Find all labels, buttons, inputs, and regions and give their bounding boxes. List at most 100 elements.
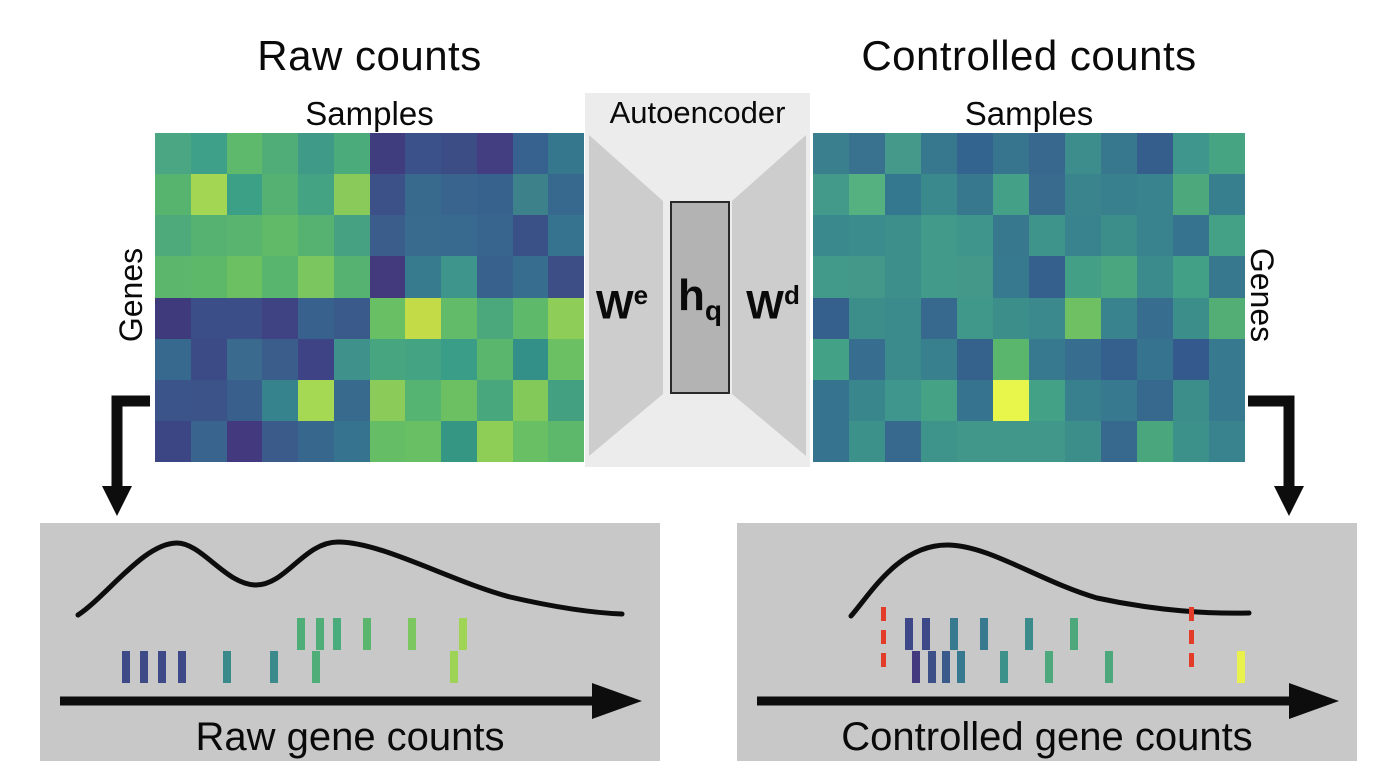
- heatmap-cell: [813, 379, 849, 421]
- heatmap-cell: [1065, 256, 1101, 298]
- heatmap-cell: [155, 379, 191, 421]
- heatmap-cell: [1029, 297, 1065, 339]
- heatmap-cell: [957, 379, 993, 421]
- encoder-trapezoid-shape: [589, 135, 663, 456]
- gene-count-tick: [942, 651, 950, 683]
- heatmap-cell: [369, 215, 406, 257]
- latent-label: hq: [671, 273, 729, 334]
- decoder-trapezoid-shape: [732, 135, 806, 456]
- controlled-axis-arrowhead: [1289, 683, 1339, 719]
- heatmap-cell: [1209, 420, 1245, 462]
- heatmap-cell: [813, 133, 849, 175]
- heatmap-cell: [369, 174, 406, 216]
- controlled-lower-ticks-layer: [737, 523, 1357, 761]
- heatmap-cell: [1137, 174, 1173, 216]
- heatmap-cell: [849, 256, 885, 298]
- heatmap-cell: [298, 174, 334, 216]
- heatmap-cell: [190, 379, 227, 421]
- heatmap-cell: [1209, 379, 1245, 421]
- gene-count-tick: [1045, 651, 1053, 683]
- heatmap-cell: [1029, 379, 1065, 421]
- heatmap-cell: [226, 297, 263, 339]
- gene-count-tick: [957, 651, 965, 683]
- gene-count-tick: [905, 618, 913, 650]
- heatmap-cell: [369, 420, 406, 462]
- heatmap-cell: [155, 215, 191, 257]
- heatmap-cell: [441, 420, 477, 462]
- controlled-heatmap-to-distribution-arrow: [1248, 395, 1304, 516]
- gene-count-tick: [912, 651, 920, 683]
- gene-count-tick: [158, 651, 166, 683]
- heatmap-cell: [512, 256, 549, 298]
- controlled-counts-heatmap: [813, 133, 1245, 462]
- heatmap-cell: [512, 174, 549, 216]
- heatmap-cell: [1209, 133, 1245, 175]
- encoder-weights-label: We: [587, 273, 657, 327]
- gene-count-tick: [980, 618, 988, 650]
- raw-axis-arrowhead: [592, 683, 642, 719]
- heatmap-cell: [226, 174, 263, 216]
- decoder-weights-sup: d: [783, 280, 800, 310]
- heatmap-cell: [441, 338, 477, 380]
- heatmap-cell: [226, 420, 263, 462]
- heatmap-cell: [405, 338, 441, 380]
- decoder-weights-base: W: [746, 283, 784, 328]
- heatmap-cell: [885, 420, 921, 462]
- heatmap-cell: [369, 133, 406, 175]
- gene-count-tick: [1237, 651, 1245, 683]
- gene-count-tick: [297, 618, 305, 650]
- heatmap-cell: [957, 133, 993, 175]
- heatmap-cell: [333, 133, 370, 175]
- controlled-counts-title: Controlled counts: [861, 32, 1197, 79]
- heatmap-cell: [885, 379, 921, 421]
- heatmap-cell: [921, 338, 957, 380]
- heatmap-cell: [298, 256, 334, 298]
- heatmap-cell: [1065, 174, 1101, 216]
- heatmap-cell: [190, 215, 227, 257]
- heatmap-cell: [1029, 174, 1065, 216]
- heatmap-cell: [849, 297, 885, 339]
- heatmap-cell: [1029, 256, 1065, 298]
- controlled-genes-axis-label: Genes: [1244, 247, 1280, 343]
- heatmap-cell: [1065, 297, 1101, 339]
- heatmap-cell: [921, 256, 957, 298]
- raw-genes-axis-label: Genes: [113, 247, 149, 343]
- heatmap-cell: [476, 215, 513, 257]
- heatmap-cell: [849, 338, 885, 380]
- heatmap-cell: [1209, 174, 1245, 216]
- heatmap-cell: [476, 379, 513, 421]
- heatmap-cell: [993, 297, 1029, 339]
- heatmap-cell: [1173, 379, 1209, 421]
- heatmap-cell: [262, 174, 298, 216]
- raw-heatmap-to-distribution-arrow: [102, 395, 150, 516]
- gene-count-tick: [1070, 618, 1078, 650]
- autoencoder-panel: Autoencoder We hq Wd: [585, 93, 810, 467]
- heatmap-cell: [813, 174, 849, 216]
- gene-count-tick: [450, 651, 458, 683]
- heatmap-cell: [298, 133, 334, 175]
- heatmap-cell: [957, 338, 993, 380]
- heatmap-cell: [957, 215, 993, 257]
- heatmap-cell: [441, 215, 477, 257]
- heatmap-cell: [1065, 215, 1101, 257]
- heatmap-cell: [441, 256, 477, 298]
- heatmap-cell: [333, 174, 370, 216]
- gene-count-tick: [1025, 618, 1033, 650]
- threshold-dashed-line: [881, 607, 886, 671]
- heatmap-cell: [476, 256, 513, 298]
- heatmap-cell: [226, 215, 263, 257]
- heatmap-cell: [226, 133, 263, 175]
- heatmap-cell: [262, 338, 298, 380]
- heatmap-cell: [1065, 379, 1101, 421]
- heatmap-cell: [369, 297, 406, 339]
- heatmap-cell: [921, 420, 957, 462]
- heatmap-cell: [476, 338, 513, 380]
- gene-count-tick: [408, 618, 416, 650]
- heatmap-cell: [476, 297, 513, 339]
- heatmap-cell: [1101, 420, 1137, 462]
- autoencoder-title: Autoencoder: [609, 95, 786, 130]
- heatmap-cell: [849, 133, 885, 175]
- gene-count-tick: [223, 651, 231, 683]
- heatmap-cell: [548, 215, 584, 257]
